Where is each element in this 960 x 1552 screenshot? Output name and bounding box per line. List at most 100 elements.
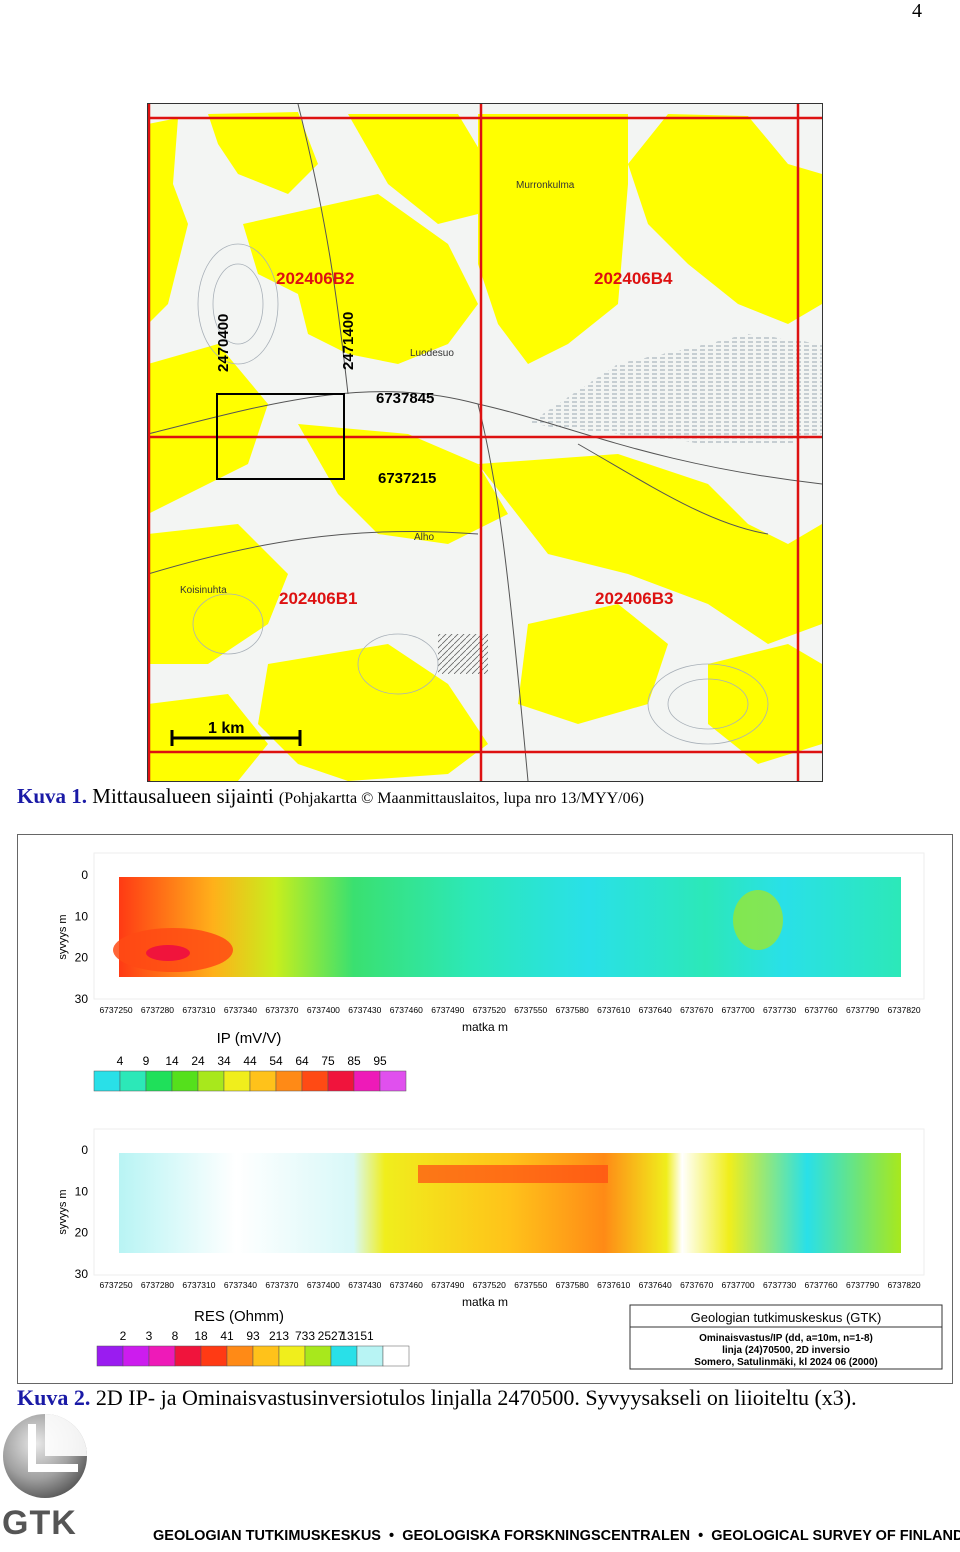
place-name-4: Koisinuhta [180, 585, 227, 596]
legend-swatch [327, 1070, 355, 1092]
x-axis-label: matka m [462, 1295, 508, 1309]
x-tick-label: 6737490 [431, 1005, 464, 1015]
info-box-title: Geologian tutkimuskeskus (GTK) [691, 1310, 882, 1325]
x-tick-label: 6737790 [846, 1005, 879, 1015]
legend-label: 2527 [318, 1329, 345, 1343]
x-tick-label: 6737250 [99, 1280, 132, 1290]
y-tick-label: 20 [75, 951, 89, 965]
legend-label: 41 [220, 1329, 234, 1343]
y-tick-label: 10 [75, 1184, 89, 1198]
x-tick-label: 6737820 [887, 1280, 920, 1290]
marsh-area [528, 334, 822, 444]
legend-swatch [93, 1070, 121, 1092]
x-tick-label: 6737430 [348, 1005, 381, 1015]
x-tick-label: 6737250 [99, 1005, 132, 1015]
sheet-label-4: 202406B3 [595, 589, 673, 608]
x-tick-label: 6737460 [390, 1005, 423, 1015]
legend-swatch [252, 1345, 280, 1367]
place-name-3: Alho [414, 532, 434, 543]
x-tick-label: 6737700 [722, 1005, 755, 1015]
x-tick-label: 6737640 [639, 1280, 672, 1290]
ip-axes: 0 10 20 30 syvyys m 6737250 6737280 6737310 6737… [57, 868, 921, 1034]
info-box-line-3: Somero, Satulinmäki, kl 2024 06 (2000) [694, 1357, 877, 1368]
inversion-figure: 0 10 20 30 syvyys m 6737250 6737280 6737310 6737… [17, 834, 953, 1384]
legend-label: 18 [194, 1329, 208, 1343]
field-areas [148, 112, 822, 781]
y-tick-label: 30 [75, 1267, 89, 1281]
legend-swatch [226, 1345, 254, 1367]
legend-label: 4 [117, 1054, 124, 1068]
x-tick-label: 6737610 [597, 1005, 630, 1015]
x-tick-label: 6737730 [763, 1280, 796, 1290]
gtk-logo: GTK [2, 1412, 92, 1542]
x-tick-label: 6737700 [722, 1280, 755, 1290]
study-area-box [216, 393, 345, 480]
ip-section [119, 877, 901, 977]
legend-swatch [200, 1345, 228, 1367]
contours [192, 243, 769, 745]
ip-legend: IP (mV/V) 4 9 14 24 34 44 54 64 75 85 95 [93, 1030, 407, 1092]
y-tick-label: 0 [81, 1143, 88, 1157]
x-tick-label: 6737490 [431, 1280, 464, 1290]
x-tick-label: 6737280 [141, 1280, 174, 1290]
legend-label: 14 [165, 1054, 179, 1068]
x-tick-label: 6737430 [348, 1280, 381, 1290]
figure1-caption: Kuva 1. Mittausalueen sijainti (Pohjakar… [17, 784, 644, 809]
ip-anomaly-core [146, 945, 190, 961]
coord-label-1: 2470400 [215, 314, 232, 372]
legend-label: 2 [120, 1329, 127, 1343]
info-box-line-1: Ominaisvastus/IP (dd, a=10m, n=1-8) [699, 1333, 873, 1344]
y-tick-label: 20 [75, 1226, 89, 1240]
legend-title: IP (mV/V) [217, 1030, 282, 1047]
x-tick-label: 6737670 [680, 1005, 713, 1015]
info-box: Geologian tutkimuskeskus (GTK) Ominaisva… [629, 1304, 943, 1370]
res-conductor [418, 1165, 608, 1183]
scale-label: 1 km [208, 720, 244, 737]
scale-bar [170, 730, 302, 746]
hatched-area [438, 634, 488, 674]
y-tick-label: 30 [75, 992, 89, 1006]
coord-label-3: 6737845 [376, 390, 434, 407]
sheet-label-3: 202406B1 [279, 589, 357, 608]
sheet-label-2: 202406B4 [594, 269, 673, 288]
y-tick-label: 10 [75, 909, 89, 923]
x-tick-label: 6737790 [846, 1280, 879, 1290]
x-tick-label: 6737520 [473, 1005, 506, 1015]
legend-swatch [122, 1345, 150, 1367]
legend-swatch [249, 1070, 277, 1092]
x-tick-label: 6737340 [224, 1005, 257, 1015]
x-tick-label: 6737580 [556, 1005, 589, 1015]
footer-part-3: GEOLOGICAL SURVEY OF FINLAND [711, 1528, 960, 1544]
legend-swatch [356, 1345, 384, 1367]
legend-swatch [174, 1345, 202, 1367]
legend-label: 24 [191, 1054, 205, 1068]
legend-swatch [382, 1345, 410, 1367]
legend-label: 95 [373, 1054, 387, 1068]
figure1-credit: (Pohjakartta © Maanmittauslaitos, lupa n… [278, 790, 644, 807]
legend-swatch [379, 1070, 407, 1092]
y-axis-label: syvyys m [57, 1189, 69, 1234]
legend-label: 733 [295, 1329, 315, 1343]
legend-label: 64 [295, 1054, 309, 1068]
legend-label: 44 [243, 1054, 257, 1068]
legend-label: 93 [246, 1329, 260, 1343]
coord-label-2: 2471400 [340, 312, 357, 370]
y-axis-label: syvyys m [57, 914, 69, 959]
x-tick-label: 6737820 [887, 1005, 920, 1015]
legend-swatch [275, 1070, 303, 1092]
legend-swatch [278, 1345, 306, 1367]
legend-title: RES (Ohmm) [194, 1308, 284, 1325]
x-tick-label: 6737610 [597, 1280, 630, 1290]
bullet-icon: • [694, 1528, 708, 1544]
x-tick-label: 6737550 [514, 1005, 547, 1015]
figure2-caption: Kuva 2. 2D IP- ja Ominaisvastusinversiot… [17, 1385, 857, 1411]
x-tick-label: 6737460 [390, 1280, 423, 1290]
legend-swatch [145, 1070, 173, 1092]
footer-bar: GEOLOGIAN TUTKIMUSKESKUS • GEOLOGISKA FO… [153, 1528, 960, 1544]
figure2-text: 2D IP- ja Ominaisvastusinversiotulos lin… [95, 1385, 857, 1410]
x-tick-label: 6737640 [639, 1005, 672, 1015]
x-tick-label: 6737400 [307, 1280, 340, 1290]
legend-swatch [304, 1345, 332, 1367]
figure2-label: Kuva 2. [17, 1385, 91, 1410]
